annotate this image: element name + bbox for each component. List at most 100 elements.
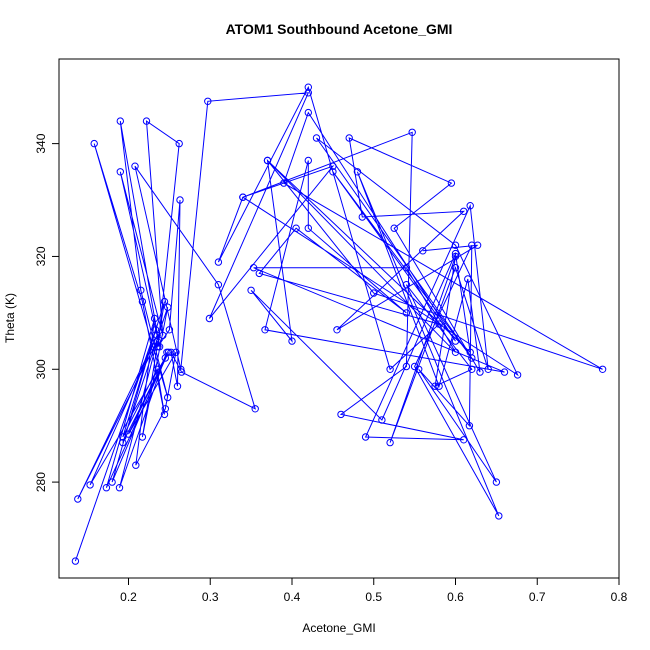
data-point — [451, 337, 460, 345]
data-point — [164, 348, 173, 356]
data-point — [419, 247, 427, 255]
data-point — [451, 249, 460, 258]
data-point — [161, 405, 170, 413]
data-point — [451, 241, 460, 249]
data-point — [74, 495, 82, 503]
data-point — [214, 258, 223, 266]
data-point — [214, 281, 223, 289]
data-point — [333, 326, 341, 334]
data-point — [116, 168, 125, 176]
x-tick-label: 0.6 — [447, 590, 464, 604]
data-point — [132, 461, 140, 469]
data-point — [304, 108, 312, 117]
data-point — [337, 410, 345, 419]
data-point — [205, 314, 214, 323]
data-point — [329, 168, 337, 176]
data-point — [116, 117, 125, 125]
data-point — [451, 348, 460, 356]
data-point — [329, 162, 337, 170]
data-point — [142, 117, 151, 125]
data-point — [261, 326, 269, 334]
data-point — [466, 202, 474, 210]
data-point — [492, 478, 501, 486]
y-tick-label: 340 — [34, 133, 48, 153]
data-point — [249, 264, 258, 272]
x-tick-label: 0.3 — [202, 590, 219, 604]
data-point — [312, 134, 321, 142]
data-point — [153, 331, 161, 340]
data-point — [460, 207, 468, 216]
data-point — [370, 289, 378, 297]
data-point — [255, 269, 263, 278]
data-point — [176, 196, 184, 204]
data-point — [161, 354, 170, 362]
data-point — [160, 410, 169, 419]
data-point — [465, 422, 474, 430]
x-axis-label: Acetone_GMI — [302, 621, 375, 635]
plot-frame — [58, 58, 620, 579]
data-point — [288, 337, 296, 345]
data-point — [435, 382, 443, 390]
data-point — [172, 348, 180, 356]
y-axis-label: Theta (K) — [3, 293, 17, 343]
data-point — [386, 438, 394, 447]
x-tick-label: 0.2 — [120, 590, 137, 604]
data-point — [304, 224, 312, 232]
data-point — [402, 362, 411, 371]
data-point — [408, 128, 416, 137]
x-tick-label: 0.8 — [611, 590, 628, 604]
data-point — [160, 297, 169, 306]
data-point — [435, 320, 443, 328]
data-point — [138, 297, 147, 306]
data-point — [451, 264, 460, 272]
data-point — [90, 139, 98, 148]
data-point — [119, 433, 127, 441]
data-point — [71, 557, 80, 565]
data-point — [304, 89, 312, 97]
data-point — [115, 484, 124, 492]
data-point — [292, 224, 300, 232]
y-axis: 280 300 320 340 — [34, 133, 59, 492]
x-axis: 0.2 0.3 0.4 0.5 0.6 0.7 0.8 — [120, 578, 628, 604]
data-point — [280, 179, 288, 187]
data-point — [138, 433, 147, 441]
data-point — [108, 478, 116, 486]
data-point — [402, 309, 411, 317]
chart-title: ATOM1 Southbound Acetone_GMI — [226, 21, 453, 37]
data-point — [473, 241, 482, 249]
data-point — [153, 365, 161, 373]
data-point — [451, 252, 460, 261]
data-point — [358, 213, 366, 221]
data-point — [431, 382, 439, 390]
x-tick-label: 0.5 — [365, 590, 382, 604]
data-point — [447, 179, 456, 187]
data-point — [164, 303, 172, 311]
data-point — [304, 83, 312, 91]
data-point — [167, 348, 175, 356]
data-point — [119, 438, 127, 447]
data-point — [164, 393, 172, 402]
data-point — [159, 331, 167, 340]
data-point — [239, 193, 247, 201]
y-tick-label: 300 — [34, 359, 48, 379]
x-tick-label: 0.7 — [529, 590, 546, 604]
data-point — [345, 134, 353, 142]
data-point — [484, 365, 492, 373]
data-point — [175, 139, 183, 148]
data-point — [86, 481, 94, 489]
data-point — [353, 168, 362, 176]
data-point — [247, 286, 255, 294]
data-point — [378, 416, 386, 424]
y-tick-label: 280 — [34, 472, 48, 492]
data-point — [131, 162, 139, 170]
data-point — [402, 264, 411, 272]
data-point — [165, 326, 174, 334]
data-point — [177, 365, 185, 373]
data-point — [464, 275, 472, 283]
data-point — [386, 365, 394, 373]
data-point — [500, 368, 509, 376]
data-point — [468, 354, 476, 362]
data-point — [150, 314, 159, 323]
